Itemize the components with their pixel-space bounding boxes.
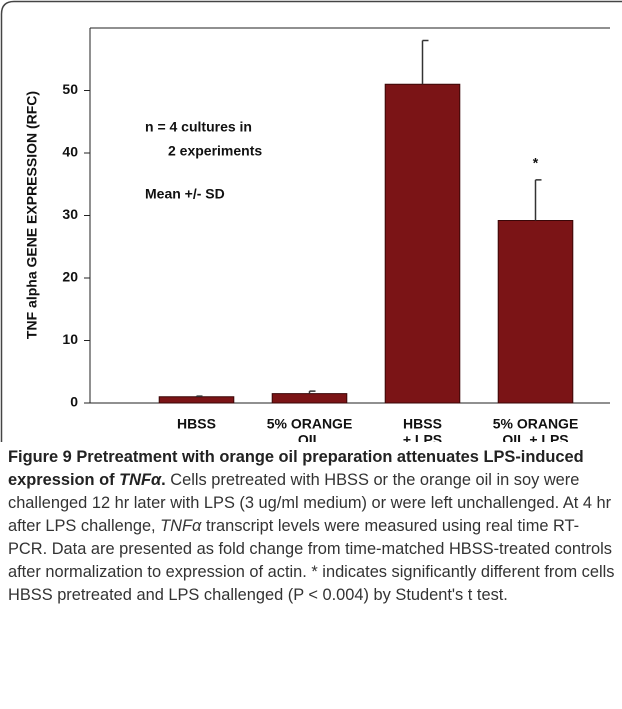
chart: TNF alpha GENE EXPRESSION (RFC) 0 10 20 30 4… [0, 0, 622, 442]
x-tick-label: HBSS [403, 416, 442, 432]
significance-mark: * [533, 155, 539, 171]
bar [158, 396, 235, 404]
figure-border [0, 0, 622, 442]
y-tick-label: 40 [62, 144, 78, 160]
x-tick-label: 5% ORANGE [493, 416, 579, 432]
annotation: 2 experiments [168, 143, 262, 159]
y-axis-label: TNF alpha GENE EXPRESSION (RFC) [24, 91, 40, 339]
caption-title: . [161, 471, 166, 489]
bar [497, 220, 574, 404]
caption-text: TNFα [160, 517, 202, 535]
x-tick-label: + LPS [403, 432, 442, 442]
caption-title: TNFα [119, 471, 162, 489]
figure-label: Figure 9 [8, 448, 72, 466]
bar [384, 83, 461, 404]
x-tick-label: HBSS [177, 416, 216, 432]
x-tick-label: OIL + LPS [502, 432, 568, 442]
annotation: n = 4 cultures in [145, 119, 252, 135]
caption: Figure 9 Pretreatment with orange oil pr… [8, 446, 616, 607]
y-tick-label: 10 [62, 331, 78, 347]
caption-title: Pretreatment with orange oil preparation… [8, 448, 584, 489]
x-tick-label: 5% ORANGE [267, 416, 353, 432]
y-tick-label: 50 [62, 81, 78, 97]
annotation: Mean +/- SD [145, 186, 225, 202]
bar [271, 393, 348, 404]
y-tick-label: 30 [62, 206, 78, 222]
y-tick-label: 20 [62, 269, 78, 285]
x-tick-label: OIL [298, 432, 322, 442]
caption-text: Cells pretreated with HBSS or the orange… [8, 471, 612, 535]
caption-text: transcript levels were measured using re… [8, 517, 615, 604]
y-tick-label: 0 [70, 394, 78, 410]
